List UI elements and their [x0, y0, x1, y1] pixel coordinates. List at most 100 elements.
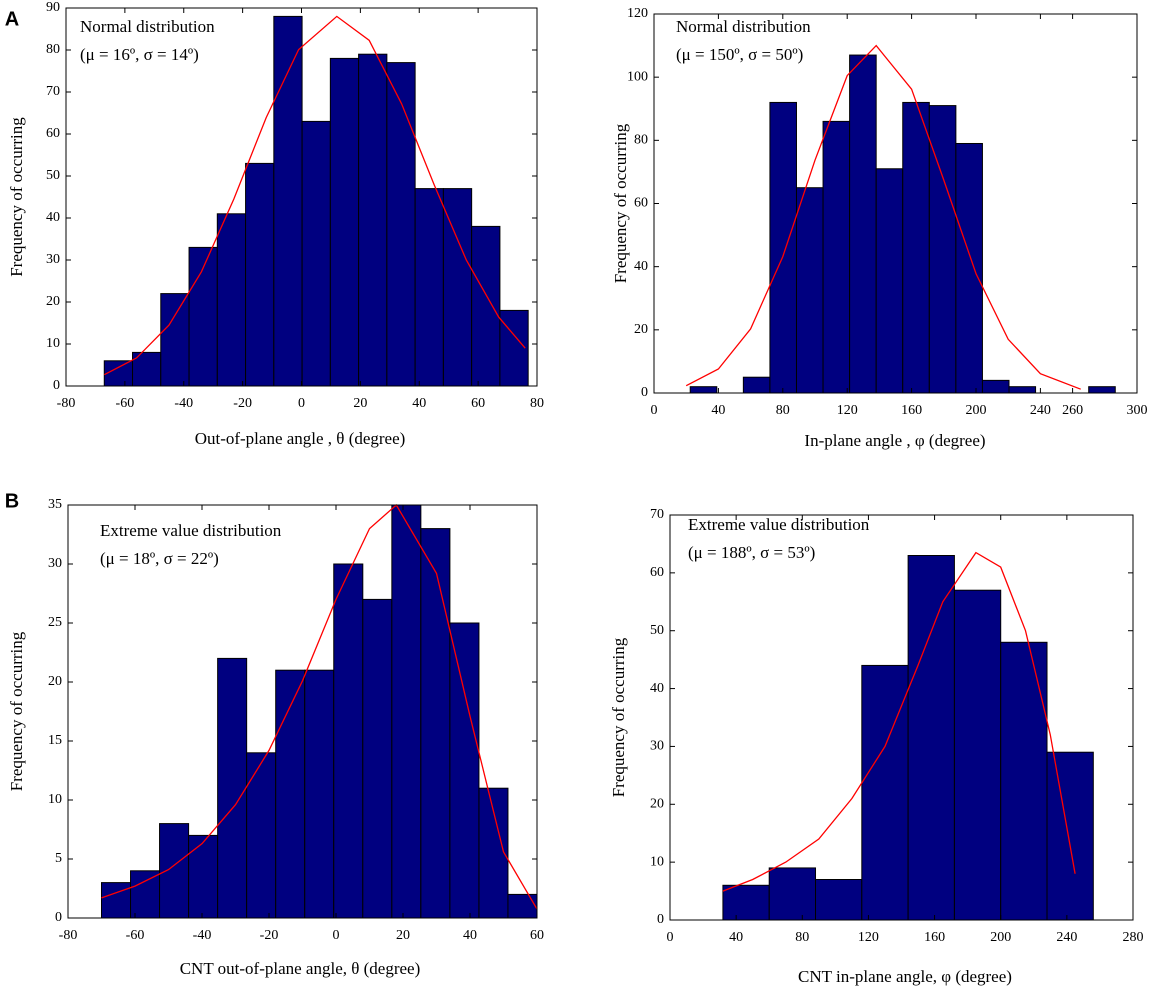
- bar: [499, 309, 529, 387]
- y-tick-label: 40: [634, 259, 648, 274]
- x-tick-label: 60: [471, 396, 485, 411]
- y-tick-label: 0: [55, 910, 62, 925]
- y-tick-label: 120: [627, 6, 648, 21]
- y-tick-label: 40: [650, 681, 664, 696]
- x-tick-label: 80: [530, 396, 544, 411]
- x-tick-label: 0: [651, 403, 658, 418]
- y-tick-label: 35: [48, 497, 62, 512]
- x-tick-label: 40: [412, 396, 426, 411]
- bar: [329, 57, 360, 387]
- x-tick-label: -40: [174, 396, 193, 411]
- bar: [689, 386, 718, 394]
- y-tick-label: 30: [46, 252, 60, 267]
- x-tick-label: 40: [729, 930, 743, 945]
- x-tick-label: 240: [1030, 403, 1051, 418]
- panel-label: B: [5, 490, 19, 512]
- y-tick-label: 20: [650, 797, 664, 812]
- bar: [849, 54, 877, 394]
- bar: [953, 589, 1002, 921]
- y-tick-label: 10: [46, 336, 60, 351]
- axes-frame: [67, 504, 538, 919]
- y-tick-label: 15: [48, 733, 62, 748]
- y-tick-label: 30: [650, 739, 664, 754]
- bar: [815, 879, 863, 921]
- y-tick-label: 60: [650, 565, 664, 580]
- x-axis-label: CNT out-of-plane angle, θ (degree): [180, 959, 421, 978]
- y-tick-label: 70: [46, 84, 60, 99]
- x-tick-label: 120: [837, 403, 858, 418]
- bar: [301, 120, 331, 387]
- bar: [1088, 386, 1116, 394]
- x-tick-label: 280: [1123, 930, 1144, 945]
- bar: [362, 598, 393, 919]
- bar: [333, 563, 364, 919]
- bar: [217, 657, 248, 919]
- bar: [902, 101, 930, 394]
- x-tick-label: -20: [260, 928, 279, 943]
- bar: [188, 834, 219, 919]
- annotation: (μ = 188º, σ = 53º): [688, 543, 815, 562]
- bar: [101, 882, 132, 919]
- bar: [861, 664, 909, 921]
- x-tick-label: -80: [57, 396, 76, 411]
- bar: [822, 120, 851, 394]
- bar: [955, 142, 983, 394]
- x-tick-label: 0: [298, 396, 305, 411]
- y-tick-label: 0: [53, 378, 60, 393]
- x-tick-label: 260: [1062, 403, 1083, 418]
- bar: [907, 555, 955, 921]
- y-axis-label: Frequency of occurring: [7, 117, 26, 277]
- y-tick-label: 50: [46, 168, 60, 183]
- x-tick-label: 0: [667, 930, 674, 945]
- bar: [795, 187, 824, 394]
- annotation: (μ = 150º, σ = 50º): [676, 45, 803, 64]
- bar: [981, 379, 1010, 394]
- x-tick-label: 80: [795, 930, 809, 945]
- bar: [246, 752, 277, 919]
- x-tick-label: 160: [901, 403, 922, 418]
- x-tick-label: -40: [193, 928, 212, 943]
- annotation: Extreme value distribution: [688, 515, 870, 534]
- axes-frame: [669, 514, 1134, 921]
- x-axis-label: In-plane angle , φ (degree): [804, 431, 985, 450]
- bar: [159, 823, 190, 919]
- x-tick-label: 80: [776, 403, 790, 418]
- annotation: (μ = 18º, σ = 22º): [100, 549, 219, 568]
- x-tick-label: 40: [711, 403, 725, 418]
- y-tick-label: 10: [48, 792, 62, 807]
- y-tick-label: 0: [641, 385, 648, 400]
- x-axis-label: Out-of-plane angle , θ (degree): [195, 429, 406, 448]
- bar: [442, 188, 473, 387]
- x-tick-label: 200: [990, 930, 1011, 945]
- bar: [130, 870, 161, 919]
- y-axis-label: Frequency of occurring: [609, 637, 628, 797]
- bar: [449, 622, 480, 919]
- y-tick-label: 60: [46, 126, 60, 141]
- x-tick-label: 300: [1127, 403, 1148, 418]
- x-tick-label: -20: [233, 396, 252, 411]
- fit-curve: [722, 551, 1076, 892]
- x-tick-label: 240: [1056, 930, 1077, 945]
- y-tick-label: 25: [48, 615, 62, 630]
- bar: [1046, 751, 1094, 921]
- bar: [245, 162, 275, 387]
- x-tick-label: 160: [924, 930, 945, 945]
- y-tick-label: 40: [46, 210, 60, 225]
- fit-curve: [104, 15, 526, 376]
- y-tick-label: 30: [48, 556, 62, 571]
- annotation: Extreme value distribution: [100, 521, 282, 540]
- bar: [769, 101, 797, 394]
- y-tick-label: 70: [650, 507, 664, 522]
- x-tick-label: -80: [59, 928, 78, 943]
- annotation: Normal distribution: [80, 17, 215, 36]
- bar: [216, 213, 247, 387]
- bar: [420, 528, 451, 919]
- bar: [507, 893, 538, 919]
- bar: [358, 53, 388, 387]
- bar: [875, 168, 904, 394]
- annotation: Normal distribution: [676, 17, 811, 36]
- y-tick-label: 80: [46, 42, 60, 57]
- bar: [1008, 386, 1037, 394]
- fit-curve: [685, 44, 1081, 390]
